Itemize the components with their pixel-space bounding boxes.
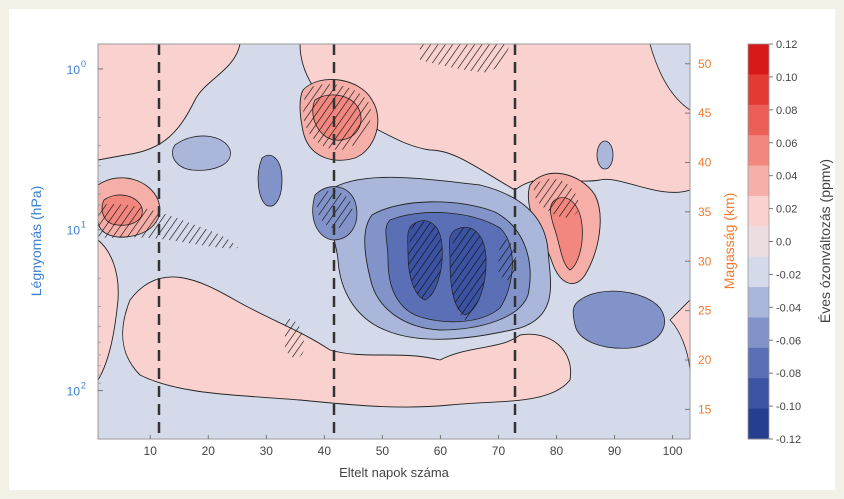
colorbar-tick-label: 0.12 [776, 39, 797, 51]
x-tick-label: 60 [434, 444, 448, 458]
y-left-tick-label: 10 [67, 385, 81, 399]
x-tick-label: 50 [376, 444, 390, 458]
y-right-tick-label: 30 [698, 254, 712, 268]
y-right-tick-label: 40 [698, 156, 712, 170]
colorbar-tick-label: 0.04 [776, 171, 797, 183]
hatch-central-1 [408, 220, 443, 300]
colorbar-swatch [748, 256, 769, 288]
x-tick-label: 40 [318, 444, 332, 458]
x-tick-label: 20 [202, 444, 216, 458]
colorbar-tick-label: 0.06 [776, 138, 797, 150]
plot-area [97, 43, 691, 440]
colorbar-swatch [748, 408, 769, 440]
significance-hatching [98, 44, 579, 359]
region-day30-negative [257, 154, 283, 207]
y-right-axis-label: Magasság (km) [721, 193, 737, 289]
y-left-tick-label: 10 [67, 224, 81, 238]
colorbar-swatch [748, 44, 769, 75]
y-right-tick-label: 25 [698, 304, 712, 318]
hatch-day30-lower [285, 319, 305, 359]
y-left-tick-exponent: 1 [81, 220, 86, 230]
colorbar-swatch [748, 347, 769, 379]
colorbar-swatch [748, 165, 769, 197]
hatch-day80-positive [533, 178, 579, 218]
y-left-axis-label: Légnyomás (hPa) [28, 186, 44, 297]
region-lower-positive [122, 276, 572, 408]
x-tick-label: 10 [144, 444, 158, 458]
x-tick-labels: 10 20 30 40 50 60 70 80 90 100 [144, 435, 683, 458]
region-central-negative-inner [385, 212, 513, 323]
colorbar-tick-label: -0.04 [776, 302, 801, 314]
x-tick-label: 70 [492, 444, 506, 458]
hatch-day40-positive [303, 84, 371, 150]
vertical-dashed-lines [157, 44, 517, 439]
colorbar-label: Éves ózonváltozás (ppmv) [817, 159, 833, 323]
colorbar-swatch [748, 226, 769, 258]
colorbar-tick-label: -0.06 [776, 335, 801, 347]
y-right-tick-label: 45 [698, 106, 712, 120]
region-lower-right-positive [669, 299, 690, 371]
colorbar-tick-labels: 0.12 0.10 0.08 0.06 0.04 0.02 0.0 -0.02 -0.04 -0.… [769, 39, 801, 446]
hatch-central-2 [450, 227, 487, 320]
colorbar-swatches [748, 44, 769, 440]
colorbar-tick-label: -0.02 [776, 269, 801, 281]
colorbar-tick-label: 0.02 [776, 204, 797, 216]
colorbar-swatch [748, 317, 769, 349]
region-upper-left-positive [98, 44, 241, 161]
colorbar: 0.12 0.10 0.08 0.06 0.04 0.02 0.0 -0.02 -0.04 -0.… [747, 39, 833, 446]
y-left-tick-exponent: 2 [81, 381, 86, 391]
y-right-tick-label: 50 [698, 57, 712, 71]
y-left-tick-exponent: 0 [81, 59, 86, 69]
colorbar-tick-label: 0.10 [776, 72, 797, 84]
y-right-tick-label: 15 [698, 402, 712, 416]
colorbar-swatch [748, 195, 769, 227]
colorbar-tick-label: -0.08 [776, 368, 801, 380]
colorbar-swatch [748, 378, 769, 410]
colorbar-swatch [748, 74, 769, 106]
hatch-left-band [98, 204, 238, 249]
colorbar-swatch [748, 135, 769, 167]
region-day24-negative [172, 135, 231, 171]
colorbar-tick-label: 0.0 [776, 237, 791, 249]
hatch-day70 [498, 239, 517, 281]
colorbar-swatch [748, 104, 769, 136]
colorbar-tick-label: -0.12 [776, 434, 801, 446]
x-axis: 10 20 30 40 50 60 70 80 90 100 Eltelt napok száma [144, 435, 683, 480]
contour-field [98, 44, 690, 439]
y-right-tick-label: 35 [698, 205, 712, 219]
x-tick-label: 80 [550, 444, 564, 458]
region-left-streak-positive [98, 239, 119, 381]
colorbar-tick-label: -0.10 [776, 401, 801, 413]
colorbar-tick-label: 0.08 [776, 105, 797, 117]
hatch-top-right [420, 44, 510, 73]
y-right-tick-label: 20 [698, 353, 712, 367]
y-left-tick-label: 10 [67, 63, 81, 77]
y-axis-right: 15 20 25 30 35 40 45 50 Magasság (km) [685, 57, 737, 416]
x-tick-label: 100 [663, 444, 683, 458]
region-day90-negative [572, 290, 665, 349]
colorbar-swatch [748, 287, 769, 318]
x-tick-label: 90 [608, 444, 622, 458]
y-right-tick-labels: 15 20 25 30 35 40 45 50 [685, 57, 712, 416]
x-axis-label: Eltelt napok száma [339, 465, 450, 480]
region-small-negative-day95 [596, 140, 614, 170]
plot-frame [97, 43, 691, 440]
x-tick-label: 30 [260, 444, 274, 458]
